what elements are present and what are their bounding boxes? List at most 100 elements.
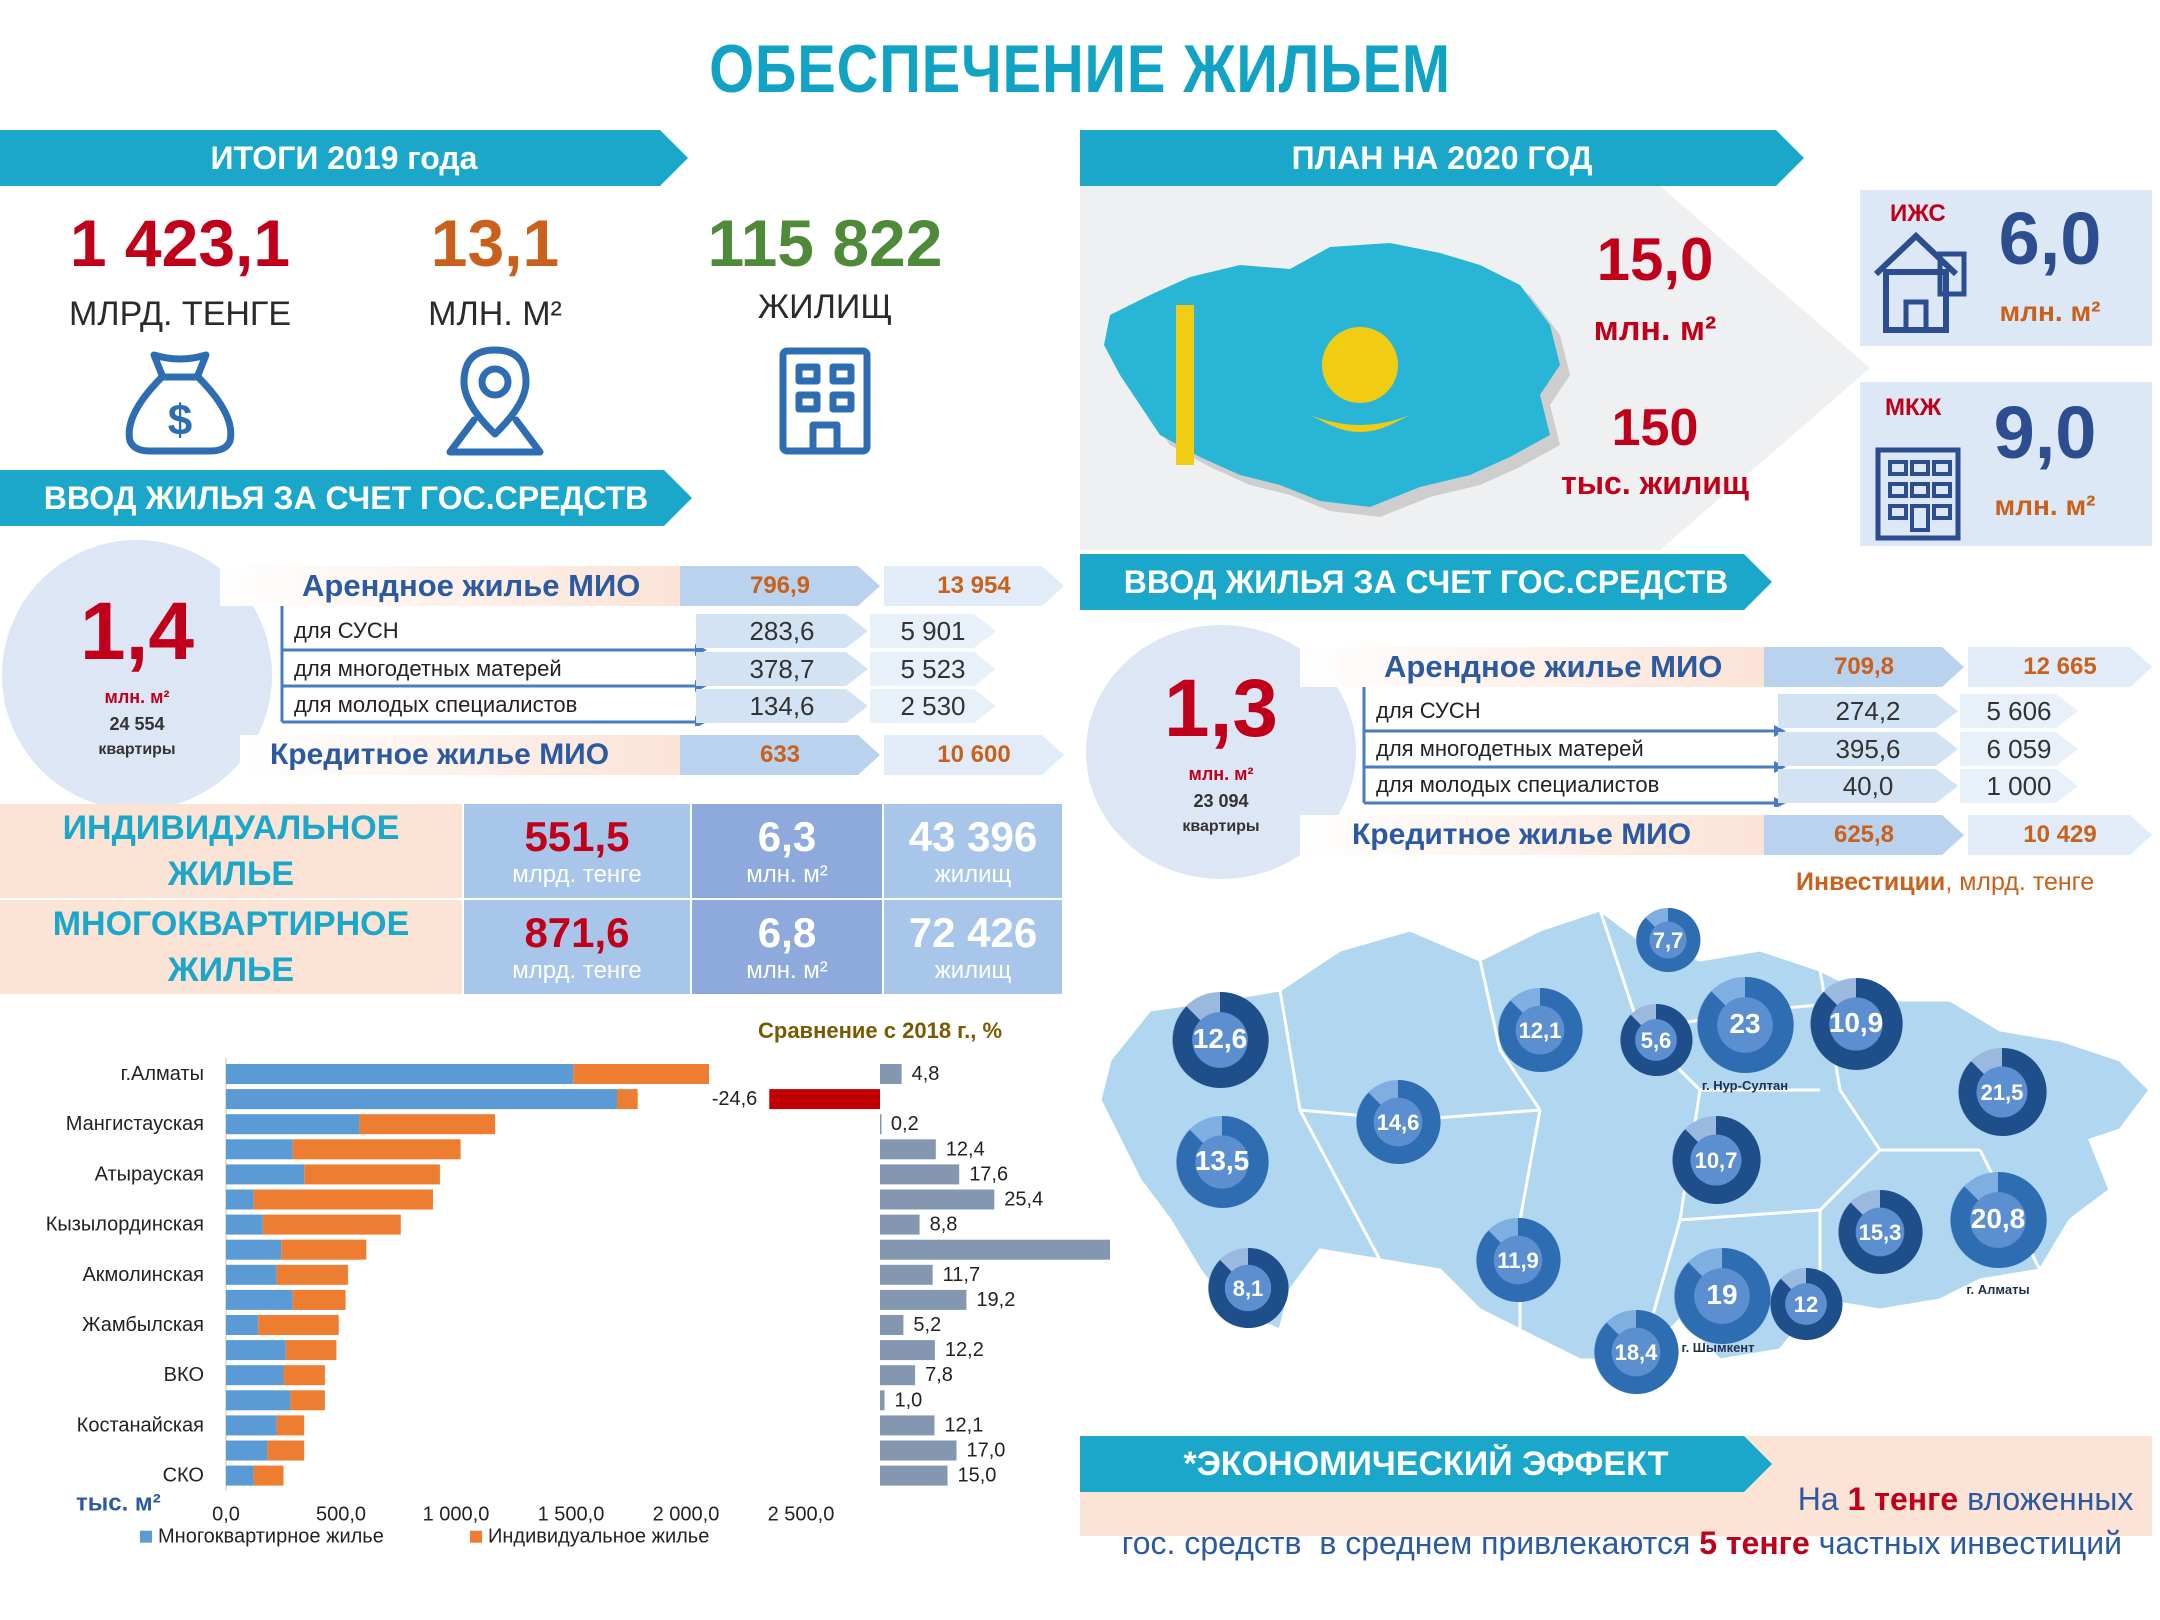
subrow-area-right-2: 395,6 xyxy=(1778,732,1958,766)
donut-hole xyxy=(1635,1019,1677,1061)
donut-value: 8,1 xyxy=(1233,1276,1264,1301)
bar-category-label: Кызылординская xyxy=(46,1214,204,1236)
donut-value: 19 xyxy=(1706,1279,1737,1310)
comparison-bar xyxy=(880,1214,920,1235)
rental-count-right: 12 665 xyxy=(1968,647,2152,687)
plan-area-unit: млн. м² xyxy=(1593,310,1717,348)
page-title: ОБЕСПЕЧЕНИЕ ЖИЛЬЕМ xyxy=(709,31,1451,107)
svg-text:$: $ xyxy=(168,396,192,445)
region-donut: 19 xyxy=(1674,1247,1771,1344)
legend-label-multiunit: Многоквартирное жилье xyxy=(158,1526,384,1548)
bar-segment-individual xyxy=(292,1139,461,1160)
effect-line-2-b: 5 тенге xyxy=(1699,1525,1810,1561)
bracket-lines-right xyxy=(1362,687,1786,807)
comparison-bar xyxy=(880,1415,935,1436)
comparison-bar xyxy=(880,1465,948,1486)
bar-segment-individual xyxy=(253,1465,284,1486)
donut-value: 11,9 xyxy=(1497,1248,1539,1273)
comparison-bar xyxy=(880,1340,935,1361)
comparison-value: 11,7 xyxy=(943,1264,980,1286)
bar-segment-multiunit xyxy=(226,1214,263,1235)
table-multiunit-area-unit: млн. м² xyxy=(746,957,828,984)
region-donut: 12,6 xyxy=(1172,991,1269,1088)
donut-value: 15,3 xyxy=(1859,1220,1902,1245)
bar-segment-individual xyxy=(253,1189,433,1210)
plan-area-value: 15,0 xyxy=(1596,226,1714,293)
bar-category-label: г.Алматы xyxy=(121,1063,204,1085)
bar-segment-individual xyxy=(281,1239,367,1260)
table-individual-homes-value: 43 396 xyxy=(908,813,1038,860)
region-donut: 12,1 xyxy=(1498,987,1583,1072)
credit-row-left: Кредитное жилье МИО xyxy=(240,735,680,775)
donut-hole xyxy=(1224,1264,1272,1312)
izhs-box xyxy=(1860,190,2152,346)
results-2019-header: ИТОГИ 2019 года xyxy=(0,130,688,186)
region-donut: 5,6 xyxy=(1620,1003,1693,1076)
subrow-count-right-2: 6 059 xyxy=(1960,732,2078,766)
region-donut: 13,5 xyxy=(1176,1115,1269,1208)
subrow-count-left-2: 5 523 xyxy=(870,652,996,686)
bar-segment-multiunit xyxy=(226,1289,293,1310)
bar-segment-individual xyxy=(290,1390,325,1411)
effect-line-2-a: гос. средств в среднем привлекаются xyxy=(1121,1525,1700,1561)
investment-caption-bold: Инвестиции xyxy=(1796,868,1946,896)
gov-housing-total-right: 1,3 xyxy=(1164,663,1278,754)
bar-x-tick: 1 500,0 xyxy=(538,1504,605,1526)
region-donut: 7,7 xyxy=(1636,907,1701,972)
subrow-label-left-1: для СУСН xyxy=(294,618,399,643)
rental-count-left: 13 954 xyxy=(884,566,1064,606)
comparison-bar xyxy=(880,1064,902,1084)
comparison-value: 15,0 xyxy=(958,1465,997,1487)
bar-category-label: Мангистауская xyxy=(66,1113,204,1135)
bar-category-label: СКО xyxy=(163,1465,204,1487)
donut-hole xyxy=(1611,1327,1661,1377)
plan-2020-header: ПЛАН НА 2020 ГОД xyxy=(1080,130,1804,186)
rental-area-left: 796,9 xyxy=(680,566,880,606)
comparison-value: 19,2 xyxy=(976,1289,1015,1311)
region-donut: 11,9 xyxy=(1476,1217,1561,1302)
donut-hole xyxy=(1976,1066,2028,1118)
stat-homes-value: 115 822 xyxy=(707,206,943,280)
comparison-title: Сравнение с 2018 г., % xyxy=(758,1018,1002,1043)
comparison-bar xyxy=(880,1139,936,1160)
city-label-almaty: г. Алматы xyxy=(1966,1282,2029,1297)
subrow-label-right-1: для СУСН xyxy=(1376,698,1481,723)
effect-line-1-c: вложенных xyxy=(1958,1481,2134,1517)
bar-segment-multiunit xyxy=(226,1114,360,1135)
bar-segment-individual xyxy=(276,1415,305,1436)
bar-category-label: Атырауская xyxy=(95,1163,204,1185)
bar-segment-multiunit xyxy=(226,1164,305,1185)
comparison-bar xyxy=(880,1114,882,1135)
bar-segment-individual xyxy=(262,1214,401,1235)
donut-value: 7,7 xyxy=(1653,928,1684,953)
donut-value: 12,6 xyxy=(1193,1023,1248,1054)
comparison-value: 7,8 xyxy=(925,1364,953,1386)
donut-value: 5,6 xyxy=(1641,1028,1672,1053)
comparison-value: 17,6 xyxy=(969,1163,1008,1185)
izhs-value: 6,0 xyxy=(1998,197,2102,280)
comparison-value: 8,8 xyxy=(930,1214,958,1236)
donut-hole xyxy=(1785,1283,1827,1325)
stat-area-value: 13,1 xyxy=(430,206,560,280)
donut-value: 13,5 xyxy=(1195,1145,1250,1176)
donut-hole xyxy=(1195,1135,1249,1189)
donut-hole xyxy=(1855,1207,1905,1257)
comparison-value: 25,4 xyxy=(1004,1189,1043,1211)
city-label-shymkent: г. Шымкент xyxy=(1681,1340,1754,1355)
comparison-bar xyxy=(880,1189,995,1210)
donut-hole xyxy=(1829,997,1883,1051)
comparison-bar xyxy=(880,1264,933,1285)
region-donut: 14,6 xyxy=(1356,1079,1441,1164)
comparison-bar xyxy=(880,1164,960,1185)
housing-type-table: ИНДИВИДУАЛЬНОЕ ЖИЛЬЕ 551,5 млрд. тенге 6… xyxy=(0,804,1062,994)
bar-segment-multiunit xyxy=(226,1465,254,1486)
apartment-block-icon xyxy=(1875,447,1961,541)
bar-x-tick: 1 000,0 xyxy=(423,1504,490,1526)
bar-category-label: ВКО xyxy=(164,1364,204,1386)
legend-swatch-individual xyxy=(470,1530,482,1543)
legend-swatch-multiunit xyxy=(140,1530,152,1543)
region-donut: 20,8 xyxy=(1950,1171,2047,1268)
region-donut: 23 xyxy=(1697,976,1794,1073)
bar-segment-multiunit xyxy=(226,1089,617,1110)
table-individual-investment-value: 551,5 xyxy=(524,813,630,860)
